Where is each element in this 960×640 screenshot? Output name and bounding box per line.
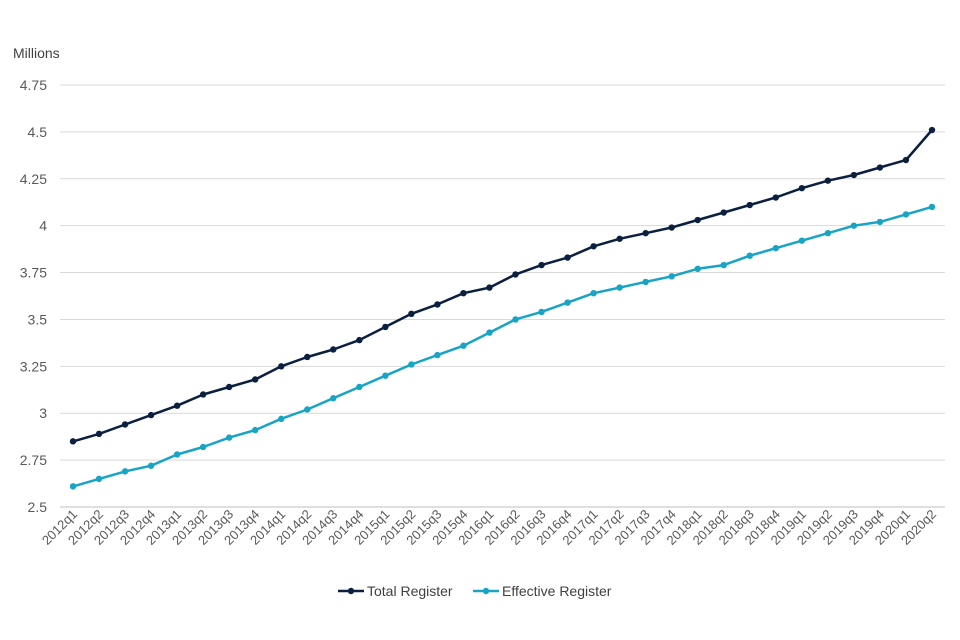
legend-marker xyxy=(482,587,490,595)
data-point xyxy=(590,289,597,297)
data-point xyxy=(460,342,467,349)
data-point xyxy=(278,415,285,423)
series-line xyxy=(72,205,933,488)
legend-item: Total Register xyxy=(338,583,453,599)
data-point xyxy=(408,310,415,318)
data-point xyxy=(225,383,233,391)
data-point xyxy=(252,426,259,434)
y-tick-label: 3.75 xyxy=(20,265,47,281)
data-point xyxy=(876,164,884,171)
data-point xyxy=(147,462,155,469)
data-point xyxy=(694,265,701,273)
y-tick-label: 2.75 xyxy=(20,452,47,468)
y-tick-label: 4.25 xyxy=(20,171,47,187)
y-tick-label: 3.25 xyxy=(20,358,47,374)
y-tick-label: 4.75 xyxy=(20,77,47,93)
legend-label: Effective Register xyxy=(502,583,612,599)
data-point xyxy=(720,209,727,216)
data-point xyxy=(356,336,363,344)
data-point xyxy=(746,201,753,209)
data-point xyxy=(798,184,806,192)
y-tick-label: 4.5 xyxy=(28,124,48,140)
data-point xyxy=(173,451,181,458)
data-point xyxy=(642,278,649,286)
data-point xyxy=(486,284,493,291)
legend-item: Effective Register xyxy=(473,583,612,599)
data-point xyxy=(928,126,936,134)
data-point xyxy=(746,252,753,259)
legend: Total Register Effective Register xyxy=(338,583,612,599)
data-point xyxy=(278,363,285,370)
data-point xyxy=(69,483,77,490)
y-tick-label: 2.5 xyxy=(28,499,48,515)
data-point xyxy=(147,411,155,419)
data-point xyxy=(694,216,701,224)
data-point xyxy=(538,261,545,269)
data-point xyxy=(460,289,467,297)
data-point xyxy=(434,301,441,308)
y-tick-label: 3 xyxy=(39,405,47,421)
data-point xyxy=(772,244,780,252)
data-point xyxy=(199,443,207,451)
gridlines xyxy=(60,84,945,461)
series-lines xyxy=(69,126,936,490)
data-point xyxy=(121,421,129,428)
data-point xyxy=(95,475,103,483)
data-point xyxy=(824,177,832,184)
data-point xyxy=(824,229,832,237)
data-point xyxy=(434,351,441,359)
data-point xyxy=(512,316,519,323)
data-point xyxy=(382,372,389,379)
data-point xyxy=(564,299,571,306)
data-point xyxy=(590,243,597,250)
data-point xyxy=(538,308,545,316)
data-point xyxy=(304,406,311,413)
y-axis-ticks: 2.5 2.75 3 3.25 3.5 3.75 4 4.25 4.5 4.75 xyxy=(20,77,47,515)
data-point xyxy=(616,284,623,291)
series-effective-register xyxy=(69,203,936,490)
data-point xyxy=(512,271,519,278)
data-point xyxy=(304,353,311,361)
data-point xyxy=(668,224,675,231)
series-line xyxy=(72,129,933,443)
data-point xyxy=(798,237,806,244)
x-axis-ticks: 2012q12012q22012q32012q42013q12013q22013… xyxy=(39,507,939,548)
data-point xyxy=(330,346,337,353)
data-point xyxy=(616,235,623,242)
data-point xyxy=(408,361,415,368)
data-point xyxy=(928,203,936,211)
data-point xyxy=(668,273,675,280)
data-point xyxy=(642,229,649,237)
data-point xyxy=(876,218,884,226)
series-total-register xyxy=(69,126,936,445)
data-point xyxy=(330,395,337,402)
data-point xyxy=(173,402,181,409)
data-point xyxy=(382,323,389,331)
y-tick-label: 4 xyxy=(39,218,47,234)
data-point xyxy=(850,171,858,179)
y-tick-label: 3.5 xyxy=(28,311,48,327)
data-point xyxy=(772,194,780,201)
data-point xyxy=(720,261,727,269)
y-axis-label: Millions xyxy=(13,45,60,61)
data-point xyxy=(486,329,493,336)
data-point xyxy=(252,376,259,383)
data-point xyxy=(121,468,129,475)
legend-label: Total Register xyxy=(367,583,453,599)
data-point xyxy=(902,211,910,218)
data-point xyxy=(199,391,207,398)
data-point xyxy=(356,383,363,391)
data-point xyxy=(225,434,233,441)
data-point xyxy=(902,156,910,164)
data-point xyxy=(564,254,571,261)
data-point xyxy=(69,438,77,445)
data-point xyxy=(95,430,103,438)
data-point xyxy=(850,222,858,229)
legend-marker xyxy=(347,587,355,595)
